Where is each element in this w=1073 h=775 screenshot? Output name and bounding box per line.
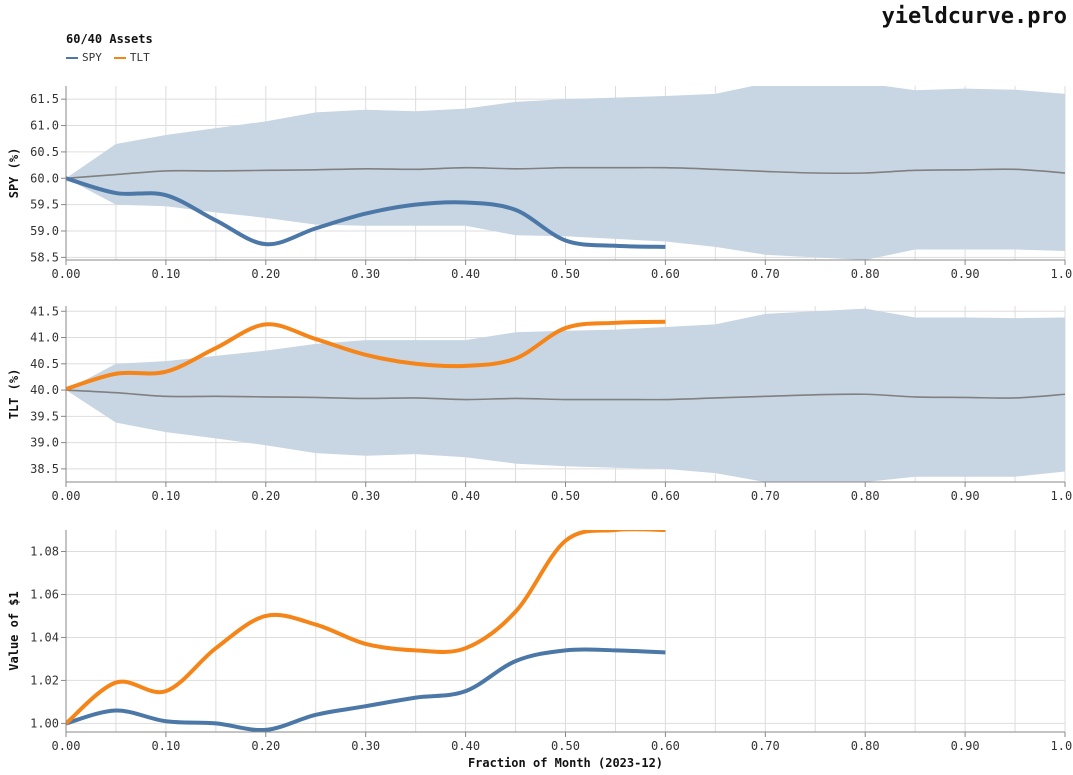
y-tick-label: 58.5 xyxy=(30,250,59,264)
x-tick-label: 0.10 xyxy=(151,489,180,503)
x-tick-label: 0.90 xyxy=(951,267,980,281)
series-line-spy xyxy=(66,176,666,249)
x-axis-title: Fraction of Month (2023-12) xyxy=(468,756,663,770)
x-tick-label: 0.90 xyxy=(951,739,980,753)
legend-label-tlt: TLT xyxy=(129,51,150,64)
y-tick-label: 38.5 xyxy=(30,462,59,476)
y-tick-label: 61.0 xyxy=(30,119,59,133)
x-tick-label: 0.50 xyxy=(551,267,580,281)
panel-3: 0.00 0.10 0.20 0.30 0.40 0.50 0.60 0.70 0.80 0.90… xyxy=(7,530,1073,753)
y-tick-label: 1.08 xyxy=(30,544,59,558)
series-line-spy xyxy=(66,647,666,732)
x-tick-label: 0.60 xyxy=(651,267,680,281)
x-tick-label: 0.20 xyxy=(251,739,280,753)
x-tick-label: 0.70 xyxy=(751,267,780,281)
x-tick-label: 0.50 xyxy=(551,489,580,503)
x-tick-label: 0.50 xyxy=(551,739,580,753)
median-line xyxy=(66,389,1065,401)
legend-label-spy: SPY xyxy=(82,51,102,64)
y-tick-label: 1.04 xyxy=(30,630,59,644)
legend-title: 60/40 Assets xyxy=(66,32,153,46)
x-tick-label: 0.40 xyxy=(451,267,480,281)
legend-swatch-spy xyxy=(66,56,78,59)
x-tick-label: 0.80 xyxy=(851,489,880,503)
x-tick-label: 0.70 xyxy=(751,489,780,503)
x-tick-label: 0.00 xyxy=(52,739,81,753)
brand-title: yieldcurve.pro xyxy=(881,4,1067,29)
y-tick-label: 1.02 xyxy=(30,673,59,687)
x-tick-label: 0.30 xyxy=(351,739,380,753)
plot-area xyxy=(66,308,1065,482)
y-tick-label: 1.06 xyxy=(30,587,59,601)
y-tick-label: 41.0 xyxy=(30,331,59,345)
y-axis-title: Value of $1 xyxy=(7,591,21,670)
x-tick-label: 1.00 xyxy=(1051,489,1073,503)
x-tick-label: 0.30 xyxy=(351,489,380,503)
x-tick-label: 0.20 xyxy=(251,267,280,281)
median-line xyxy=(66,166,1065,180)
x-tick-label: 0.10 xyxy=(151,739,180,753)
x-tick-label: 1.00 xyxy=(1051,739,1073,753)
y-axis-title: TLT (%) xyxy=(7,369,21,420)
y-tick-label: 39.5 xyxy=(30,409,59,423)
x-tick-label: 0.20 xyxy=(251,489,280,503)
x-tick-label: 0.60 xyxy=(651,739,680,753)
x-tick-label: 1.00 xyxy=(1051,267,1073,281)
y-tick-label: 59.0 xyxy=(30,224,59,238)
x-tick-label: 0.90 xyxy=(951,489,980,503)
y-tick-label: 59.5 xyxy=(30,198,59,212)
series-line-tlt xyxy=(66,530,666,725)
y-tick-label: 40.5 xyxy=(30,357,59,371)
range-band xyxy=(66,308,1065,482)
plot-area xyxy=(66,86,1065,260)
x-tick-label: 0.80 xyxy=(851,739,880,753)
legend: SPY TLT xyxy=(66,51,150,64)
range-band xyxy=(66,86,1065,260)
y-axis-title: SPY (%) xyxy=(7,148,21,199)
x-tick-label: 0.30 xyxy=(351,267,380,281)
x-tick-label: 0.60 xyxy=(651,489,680,503)
x-tick-label: 0.10 xyxy=(151,267,180,281)
x-tick-label: 0.00 xyxy=(52,489,81,503)
panel-2: 0.00 0.10 0.20 0.30 0.40 0.50 0.60 0.70 0.80 0.90… xyxy=(7,304,1073,503)
plot-area xyxy=(66,530,666,732)
panel-1: 0.00 0.10 0.20 0.30 0.40 0.50 0.60 0.70 0.80 0.90… xyxy=(7,86,1073,281)
legend-item-tlt[interactable]: TLT xyxy=(113,51,150,64)
x-tick-label: 0.00 xyxy=(52,267,81,281)
y-tick-label: 41.5 xyxy=(30,304,59,318)
x-tick-label: 0.40 xyxy=(451,739,480,753)
y-tick-label: 1.00 xyxy=(30,716,59,730)
legend-swatch-tlt xyxy=(113,56,126,59)
y-tick-label: 61.5 xyxy=(30,92,59,106)
x-tick-label: 0.70 xyxy=(751,739,780,753)
y-tick-label: 40.0 xyxy=(30,383,59,397)
x-tick-label: 0.80 xyxy=(851,267,880,281)
x-tick-label: 0.40 xyxy=(451,489,480,503)
series-line-tlt xyxy=(66,319,666,391)
legend-item-spy[interactable]: SPY xyxy=(66,51,102,64)
y-tick-label: 39.0 xyxy=(30,436,59,450)
y-tick-label: 60.5 xyxy=(30,145,59,159)
y-tick-label: 60.0 xyxy=(30,171,59,185)
